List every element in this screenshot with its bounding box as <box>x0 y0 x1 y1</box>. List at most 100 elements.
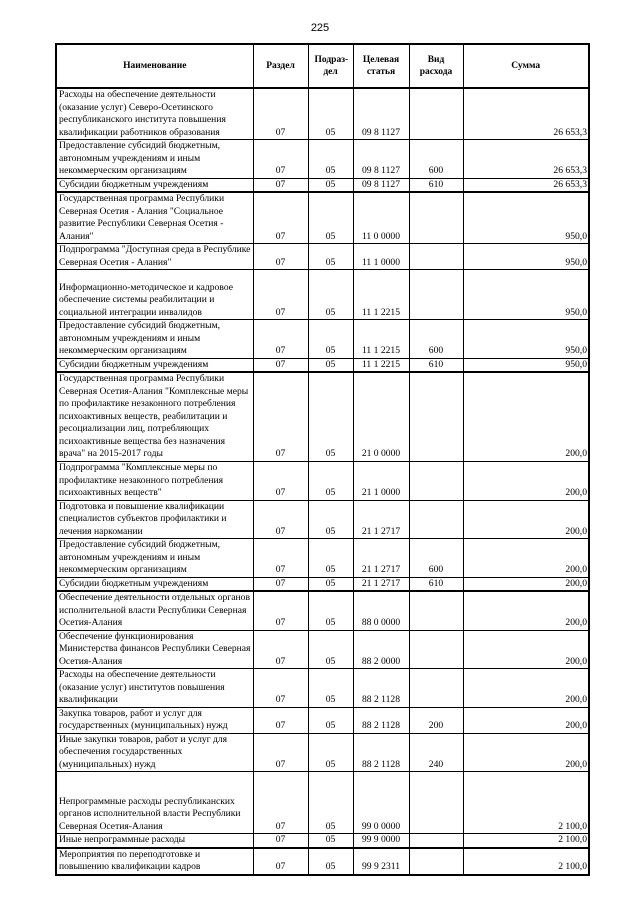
cell-statya: 88 0 0000 <box>352 590 410 631</box>
header-vid: Вид расхода <box>408 43 464 89</box>
budget-table: Наименование Раздел Подраз-дел Целевая с… <box>55 43 590 876</box>
table-row: Обеспечение деятельности отдельных орган… <box>55 590 590 631</box>
cell-podrazdel: 05 <box>307 371 354 462</box>
cell-razdel: 07 <box>252 629 309 669</box>
cell-name: Предоставление субсидий бюджетным, автон… <box>55 139 254 179</box>
cell-vid <box>408 833 464 849</box>
cell-summa: 200,0 <box>462 499 590 539</box>
cell-podrazdel: 05 <box>307 191 354 244</box>
cell-name: Иные закупки товаров, работ и услуг для … <box>55 732 254 772</box>
cell-statya: 21 1 2717 <box>352 538 410 578</box>
cell-statya: 21 0 0000 <box>352 371 410 462</box>
header-podrazdel: Подраз-дел <box>307 43 354 89</box>
cell-name: Закупка товаров, работ и услуг для госуд… <box>55 706 254 734</box>
cell-vid <box>408 269 464 320</box>
cell-podrazdel: 05 <box>307 243 354 270</box>
cell-razdel: 07 <box>252 177 309 193</box>
cell-summa: 200,0 <box>462 706 590 734</box>
table-row: Иные непрограммные расходы 07 05 99 9 0000 2… <box>55 833 590 849</box>
header-name: Наименование <box>55 43 254 89</box>
cell-summa: 2 100,0 <box>462 847 590 875</box>
cell-summa: 200,0 <box>462 371 590 462</box>
cell-summa: 26 653,3 <box>462 177 590 193</box>
cell-name: Расходы на обеспечение деятельности (ока… <box>55 87 254 140</box>
cell-summa: 200,0 <box>462 668 590 708</box>
table-row: Предоставление субсидий бюджетным, автон… <box>55 538 590 578</box>
table-row: Расходы на обеспечение деятельности (ока… <box>55 668 590 708</box>
table-row: Подготовка и повышение квалификации спец… <box>55 499 590 539</box>
cell-podrazdel: 05 <box>307 177 354 193</box>
cell-podrazdel: 05 <box>307 847 354 875</box>
cell-summa: 200,0 <box>462 732 590 772</box>
cell-razdel: 07 <box>252 269 309 320</box>
cell-name: Обеспечение деятельности отдельных орган… <box>55 590 254 631</box>
cell-razdel: 07 <box>252 499 309 539</box>
table-row: Государственная программа Республики Сев… <box>55 191 590 244</box>
cell-summa: 950,0 <box>462 191 590 244</box>
cell-summa: 2 100,0 <box>462 771 590 834</box>
cell-vid <box>408 243 464 270</box>
cell-statya: 88 2 0000 <box>352 629 410 669</box>
cell-summa: 950,0 <box>462 269 590 320</box>
cell-summa: 200,0 <box>462 590 590 631</box>
cell-podrazdel: 05 <box>307 357 354 373</box>
cell-vid: 240 <box>408 732 464 772</box>
cell-statya: 11 1 2215 <box>352 357 410 373</box>
cell-razdel: 07 <box>252 732 309 772</box>
cell-vid <box>408 371 464 462</box>
cell-statya: 09 8 1127 <box>352 139 410 179</box>
table-header: Наименование Раздел Подраз-дел Целевая с… <box>55 43 590 89</box>
cell-name: Субсидии бюджетным учреждениям <box>55 177 254 193</box>
cell-podrazdel: 05 <box>307 499 354 539</box>
cell-razdel: 07 <box>252 538 309 578</box>
cell-podrazdel: 05 <box>307 833 354 849</box>
cell-statya: 88 2 1128 <box>352 668 410 708</box>
cell-vid <box>408 668 464 708</box>
cell-razdel: 07 <box>252 576 309 592</box>
cell-name: Обеспечение функционирования Министерств… <box>55 629 254 669</box>
cell-razdel: 07 <box>252 191 309 244</box>
cell-name: Подпрограмма "Доступная среда в Республи… <box>55 243 254 270</box>
cell-summa: 950,0 <box>462 319 590 359</box>
table-row: Подпрограмма "Комплексные меры по профил… <box>55 460 590 501</box>
cell-summa: 200,0 <box>462 576 590 592</box>
cell-podrazdel: 05 <box>307 269 354 320</box>
cell-podrazdel: 05 <box>307 590 354 631</box>
cell-summa: 200,0 <box>462 538 590 578</box>
table-row: Обеспечение функционирования Министерств… <box>55 629 590 669</box>
cell-razdel: 07 <box>252 847 309 875</box>
cell-podrazdel: 05 <box>307 139 354 179</box>
cell-vid <box>408 87 464 140</box>
cell-razdel: 07 <box>252 771 309 834</box>
table-row: Государственная программа Республики Сев… <box>55 371 590 462</box>
cell-name: Субсидии бюджетным учреждениям <box>55 576 254 592</box>
cell-name: Предоставление субсидий бюджетным, автон… <box>55 538 254 578</box>
cell-statya: 21 1 2717 <box>352 576 410 592</box>
cell-statya: 11 0 0000 <box>352 191 410 244</box>
cell-razdel: 07 <box>252 460 309 501</box>
cell-name: Расходы на обеспечение деятельности (ока… <box>55 668 254 708</box>
cell-vid <box>408 629 464 669</box>
cell-name: Государственная программа Республики Сев… <box>55 371 254 462</box>
cell-summa: 26 653,3 <box>462 139 590 179</box>
cell-podrazdel: 05 <box>307 576 354 592</box>
cell-podrazdel: 05 <box>307 706 354 734</box>
cell-razdel: 07 <box>252 706 309 734</box>
cell-razdel: 07 <box>252 243 309 270</box>
cell-name: Информационно-методическое и кадровое об… <box>55 269 254 320</box>
table-row: Непрограммные расходы республиканских ор… <box>55 771 590 834</box>
table-row: Субсидии бюджетным учреждениям 07 05 21 1 2… <box>55 576 590 592</box>
cell-vid: 600 <box>408 139 464 179</box>
table-row: Предоставление субсидий бюджетным, автон… <box>55 319 590 359</box>
cell-vid <box>408 771 464 834</box>
cell-podrazdel: 05 <box>307 87 354 140</box>
cell-name: Государственная программа Республики Сев… <box>55 191 254 244</box>
cell-vid <box>408 460 464 501</box>
cell-vid: 600 <box>408 319 464 359</box>
cell-statya: 99 0 0000 <box>352 771 410 834</box>
cell-razdel: 07 <box>252 371 309 462</box>
table-row: Информационно-методическое и кадровое об… <box>55 269 590 320</box>
cell-statya: 11 1 2215 <box>352 269 410 320</box>
table-row: Мероприятия по переподготовке и повышени… <box>55 847 590 875</box>
cell-summa: 200,0 <box>462 460 590 501</box>
